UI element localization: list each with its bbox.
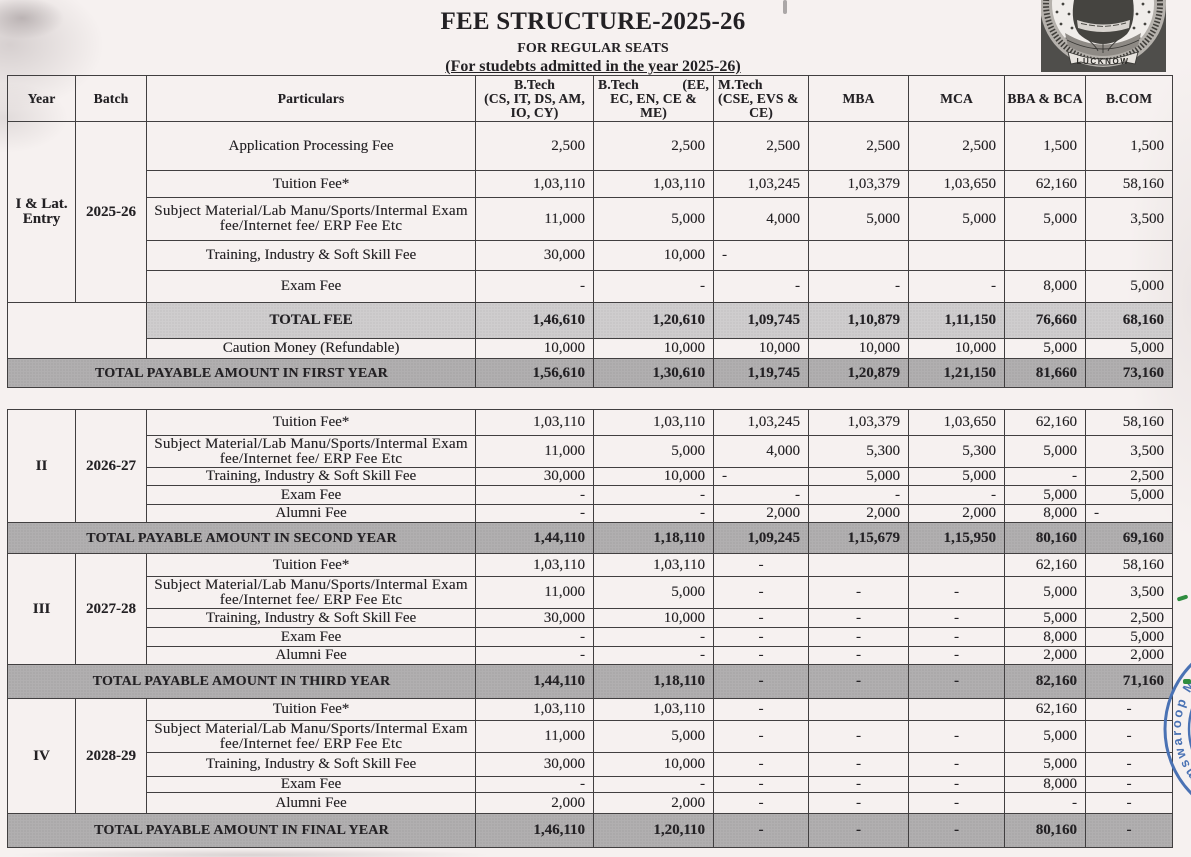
svg-text:LUCKNOW: LUCKNOW <box>1077 57 1130 66</box>
